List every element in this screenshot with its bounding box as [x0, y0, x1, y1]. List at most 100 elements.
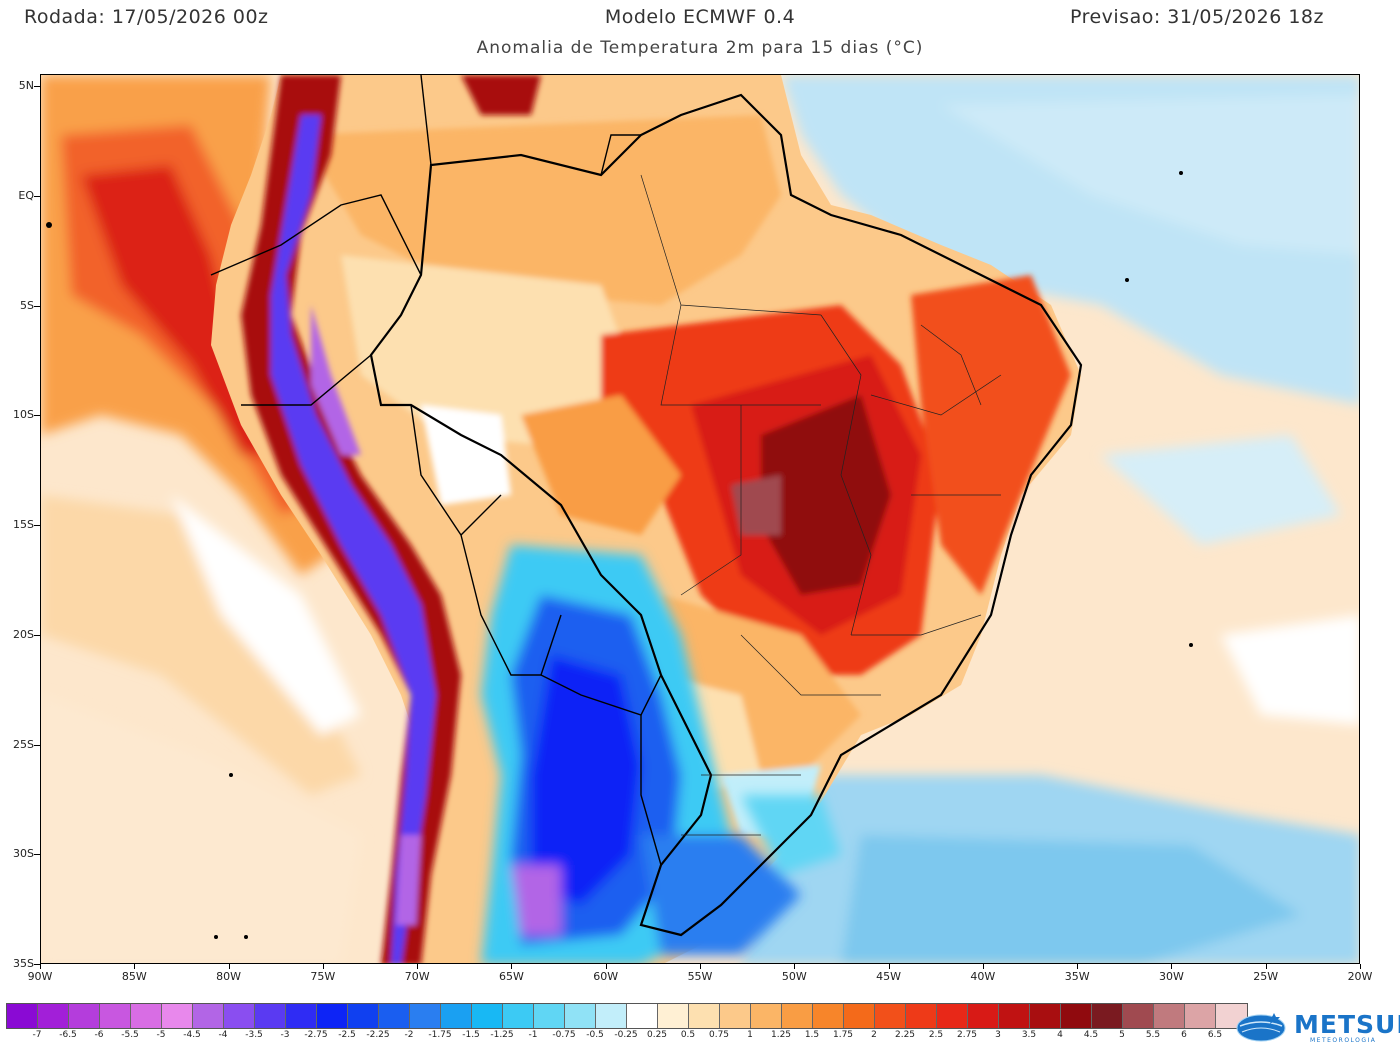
colorbar-swatch: [565, 1004, 596, 1028]
colorbar-swatch: [193, 1004, 224, 1028]
colorbar-tick-label: -2: [404, 1030, 414, 1040]
colorbar-swatch: [658, 1004, 689, 1028]
colorbar-swatch: [224, 1004, 255, 1028]
colorbar-swatch: [999, 1004, 1030, 1028]
colorbar-swatch: [1030, 1004, 1061, 1028]
lat-label: 5N: [18, 79, 34, 92]
lon-label: 60W: [593, 970, 619, 983]
lat-label: 20S: [13, 627, 34, 641]
lon-tick: [982, 964, 984, 969]
colorbar-swatch: [503, 1004, 534, 1028]
colorbar-swatch: [627, 1004, 658, 1028]
state-borders: [640, 174, 1002, 836]
colorbar-tick-label: 3.5: [1021, 1030, 1037, 1040]
lat-tick: [34, 964, 40, 965]
colorbar-swatch: [38, 1004, 69, 1028]
colorbar-tick-label: -4.5: [183, 1030, 201, 1040]
colorbar-tick-label: 1: [747, 1030, 753, 1040]
lat-tick: [34, 195, 40, 197]
lon-label: 85W: [121, 970, 147, 983]
metsul-logo: METSUL METEOROLOGIA: [1234, 1006, 1400, 1048]
lon-tick: [794, 964, 796, 969]
colorbar-tick-label: -1.75: [428, 1030, 452, 1040]
colorbar-tick-label: 6: [1181, 1030, 1187, 1040]
temperature-anomaly-map[interactable]: [40, 74, 1360, 964]
lon-label: 20W: [1347, 970, 1373, 983]
colorbar-swatch: [720, 1004, 751, 1028]
colorbar-swatch: [534, 1004, 565, 1028]
brazil-border: [369, 93, 1083, 937]
colorbar-tick-label: 4: [1057, 1030, 1063, 1040]
colorbar-swatch: [131, 1004, 162, 1028]
map-subtitle: Anomalia de Temperatura 2m para 15 dias …: [476, 38, 924, 58]
colorbar-tick-label: -4: [218, 1030, 228, 1040]
run-time-label: Rodada: 17/05/2026 00z: [24, 6, 269, 28]
colorbar-swatch: [1154, 1004, 1185, 1028]
colorbar-swatch: [689, 1004, 720, 1028]
colorbar-swatch: [317, 1004, 348, 1028]
colorbar-tick-label: 2.5: [928, 1030, 944, 1040]
lat-label: 5S: [20, 298, 34, 312]
lon-tick: [888, 964, 890, 969]
lat-label: 35S: [13, 957, 34, 970]
lon-tick: [605, 964, 607, 969]
colorbar-tick-label: 5: [1119, 1030, 1125, 1040]
lon-label: 55W: [687, 970, 713, 983]
colorbar-swatch: [162, 1004, 193, 1028]
land-anomaly-patches: [301, 75, 1071, 835]
colorbar-swatch: [348, 1004, 379, 1028]
south-cold-anomaly: [481, 545, 841, 963]
lon-label: 70W: [404, 970, 430, 983]
colorbar-tick-label: -6.5: [59, 1030, 77, 1040]
lat-tick: [34, 744, 40, 746]
lon-label: 90W: [27, 970, 53, 983]
colorbar-tick-label: -1.25: [490, 1030, 514, 1040]
lat-label: 15S: [13, 518, 34, 531]
colorbar-tick-label: 6.5: [1207, 1030, 1223, 1040]
colorbar-swatch: [379, 1004, 410, 1028]
logo-wordmark: METSUL: [1294, 1010, 1400, 1039]
colorbar-tick-label: 0.25: [646, 1030, 668, 1040]
colorbar-swatch: [410, 1004, 441, 1028]
colorbar-tick-label: 0.75: [708, 1030, 730, 1040]
colorbar-tick-label: 1.25: [770, 1030, 792, 1040]
lon-label: 25W: [1253, 970, 1279, 983]
colorbar-tick-label: -3: [280, 1030, 290, 1040]
forecast-time-label: Previsao: 31/05/2026 18z: [1069, 6, 1324, 28]
colorbar-swatch: [937, 1004, 968, 1028]
atlantic-cool-anomaly: [741, 75, 1359, 963]
colorbar: [6, 1003, 1248, 1029]
lon-label: 80W: [216, 970, 241, 983]
lat-tick: [34, 415, 40, 417]
globe-icon: [1236, 1013, 1286, 1042]
colorbar-tick-label: -0.25: [614, 1030, 638, 1040]
lat-tick: [34, 525, 40, 526]
colorbar-swatch: [844, 1004, 875, 1028]
colorbar-swatch: [69, 1004, 100, 1028]
colorbar-swatch: [441, 1004, 472, 1028]
colorbar-tick-label: -7: [32, 1030, 42, 1040]
lon-label: 40W: [970, 970, 996, 983]
lon-tick: [134, 964, 136, 969]
colorbar-tick-label: -2.75: [304, 1030, 328, 1040]
colorbar-tick-label: -1: [528, 1030, 538, 1040]
colorbar-tick-label: 2: [871, 1030, 877, 1040]
colorbar-swatch: [875, 1004, 906, 1028]
lon-tick: [228, 964, 230, 969]
anomaly-field-svg: [41, 75, 1359, 963]
logo-tagline: METEOROLOGIA: [1310, 1037, 1377, 1044]
lat-label: 30S: [13, 847, 34, 861]
colorbar-tick-label: -2.5: [338, 1030, 356, 1040]
colorbar-tick-label: -1.5: [462, 1030, 480, 1040]
colorbar-tick-label: 4.5: [1083, 1030, 1099, 1040]
lon-tick: [322, 964, 324, 969]
colorbar-swatch: [1185, 1004, 1216, 1028]
lon-tick: [417, 964, 419, 969]
lat-tick: [34, 634, 40, 636]
lat-tick: [34, 854, 40, 856]
country-borders: [210, 75, 662, 866]
colorbar-swatch: [813, 1004, 844, 1028]
colorbar-tick-label: -0.75: [552, 1030, 576, 1040]
lon-tick: [1265, 964, 1267, 969]
lat-tick: [34, 305, 40, 307]
